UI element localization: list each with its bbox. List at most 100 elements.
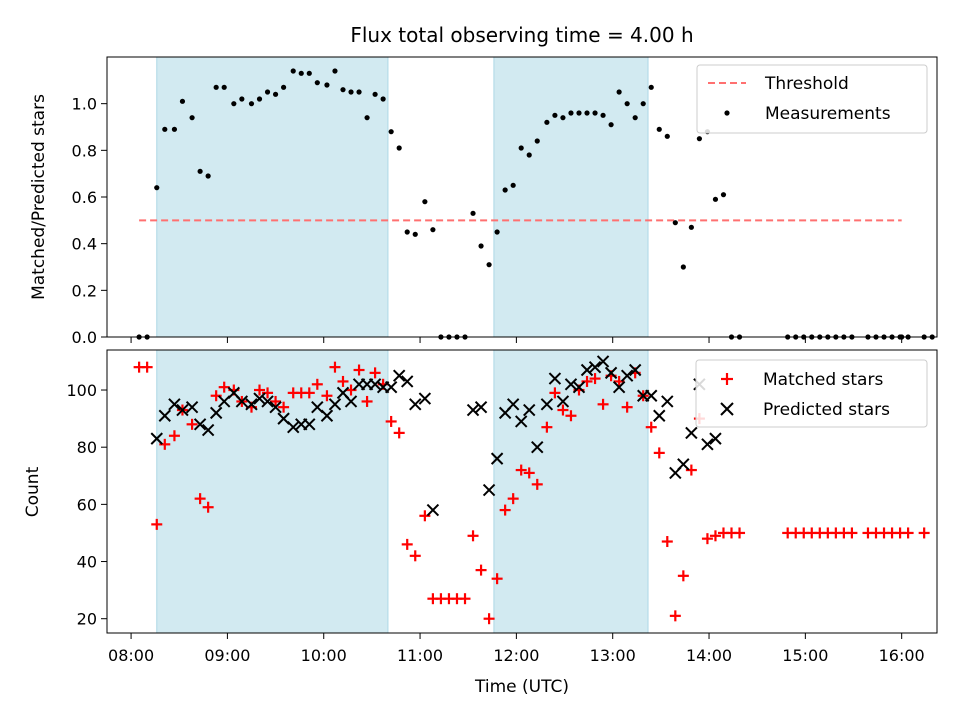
matched-star-point <box>151 518 163 530</box>
predicted-star-point <box>628 363 642 377</box>
predicted-star-point <box>158 409 172 422</box>
predicted-star-point <box>303 418 316 431</box>
bottom-panel: 20 40 60 80 100 08:00 09:00 10:00 11:00 12:00 13:… <box>23 349 938 697</box>
measurement-point <box>154 185 160 191</box>
legend-measurements-label: Measurements <box>765 104 891 124</box>
matched-star-point <box>168 430 180 442</box>
matched-star-point <box>278 401 290 413</box>
measurement-point <box>388 129 394 135</box>
measurement-point <box>314 80 320 86</box>
measurement-point <box>494 229 500 235</box>
measurement-point <box>205 173 211 179</box>
legend-predicted-label: Predicted stars <box>763 400 890 420</box>
measurement-point <box>412 231 418 237</box>
predicted-star-point <box>261 395 274 408</box>
top-y-tick-label: 1.0 <box>72 95 97 114</box>
matched-star-point <box>329 361 341 373</box>
x-axis-label: Time (UTC) <box>474 677 569 697</box>
matched-star-point <box>669 610 681 622</box>
predicted-star-point <box>677 458 690 471</box>
top-observing-window <box>156 56 389 338</box>
predicted-star-point <box>474 400 488 414</box>
measurement-point <box>213 84 219 90</box>
top-y-ticks: 0.0 0.2 0.4 0.6 0.8 1.0 <box>72 95 107 347</box>
measurement-point <box>576 110 582 116</box>
predicted-star-point <box>661 395 674 408</box>
x-tick-label: 08:00 <box>108 646 154 665</box>
measurement-point <box>221 84 227 90</box>
measurement-point <box>332 68 338 74</box>
predicted-star-point <box>490 452 504 465</box>
measurement-point <box>348 89 354 95</box>
top-y-tick-label: 0.4 <box>72 235 97 254</box>
predicted-star-point <box>269 400 282 414</box>
measurement-point <box>256 96 263 102</box>
measurement-point <box>380 96 386 102</box>
matched-star-point <box>549 387 561 399</box>
measurement-point <box>422 199 428 205</box>
top-y-tick-label: 0.0 <box>72 328 97 347</box>
measurement-point <box>404 229 410 235</box>
bottom-y-tick-label: 80 <box>77 438 97 457</box>
matched-star-point <box>709 530 721 542</box>
predicted-star-point <box>235 395 249 408</box>
predicted-star-point <box>287 420 300 434</box>
legend-measurements-swatch <box>724 110 730 116</box>
matched-star-point <box>385 415 397 427</box>
legend-matched-swatch <box>721 373 733 385</box>
predicted-star-point <box>709 432 722 445</box>
matched-star-point <box>621 401 633 413</box>
predicted-star-point <box>245 398 258 411</box>
top-y-tick-label: 0.2 <box>72 281 97 300</box>
measurement-point <box>526 152 532 158</box>
measurement-points <box>136 68 935 340</box>
matched-star-point <box>459 593 471 605</box>
matched-star-point <box>186 418 198 430</box>
measurement-point <box>340 87 346 93</box>
predicted-star-point <box>482 483 496 497</box>
measurement-point <box>298 70 304 76</box>
measurement-point <box>696 136 702 142</box>
measurement-point <box>290 68 296 74</box>
measurement-point <box>502 187 508 193</box>
measurement-point <box>364 115 370 121</box>
bottom-y-ticks: 20 40 60 80 100 <box>66 381 107 629</box>
measurement-point <box>518 145 524 151</box>
matched-star-point <box>491 573 503 585</box>
matched-star-point <box>902 527 914 539</box>
predicted-star-point <box>344 395 358 408</box>
matched-star-point <box>507 493 519 505</box>
predicted-star-point <box>604 366 618 380</box>
measurement-point <box>248 101 255 107</box>
matched-star-point <box>734 527 746 539</box>
top-legend: Threshold Measurements <box>696 64 928 134</box>
predicted-star-point <box>653 409 666 422</box>
matched-star-point <box>531 478 543 490</box>
measurement-point <box>672 220 678 226</box>
matched-star-point <box>194 493 206 505</box>
matched-star-point <box>321 390 333 402</box>
bottom-legend: Matched stars Predicted stars <box>695 359 928 428</box>
bottom-observing-window <box>493 349 649 634</box>
matched-star-point <box>254 384 266 396</box>
measurement-point <box>664 133 670 139</box>
measurement-point <box>656 126 662 132</box>
measurement-point <box>680 264 686 270</box>
bottom-y-tick-label: 20 <box>77 610 97 629</box>
predicted-star-point <box>514 415 528 428</box>
predicted-star-point <box>368 378 382 391</box>
measurement-point <box>264 89 271 95</box>
matched-star-point <box>661 536 673 548</box>
top-panel: 0.0 0.2 0.4 0.6 0.8 1.0 Matched/Predicted sta… <box>29 56 938 347</box>
measurement-point <box>584 110 590 116</box>
predicted-star-point <box>523 403 536 417</box>
bottom-plot-frame <box>106 349 938 634</box>
measurement-point <box>648 84 654 90</box>
measurement-point <box>171 126 178 132</box>
matched-star-point <box>523 467 535 479</box>
x-tick-label: 10:00 <box>301 646 347 665</box>
chart-title: Flux total observing time = 4.00 h <box>350 23 693 47</box>
predicted-star-point <box>531 440 544 454</box>
measurement-point <box>616 89 622 95</box>
matched-star-point <box>701 533 713 545</box>
